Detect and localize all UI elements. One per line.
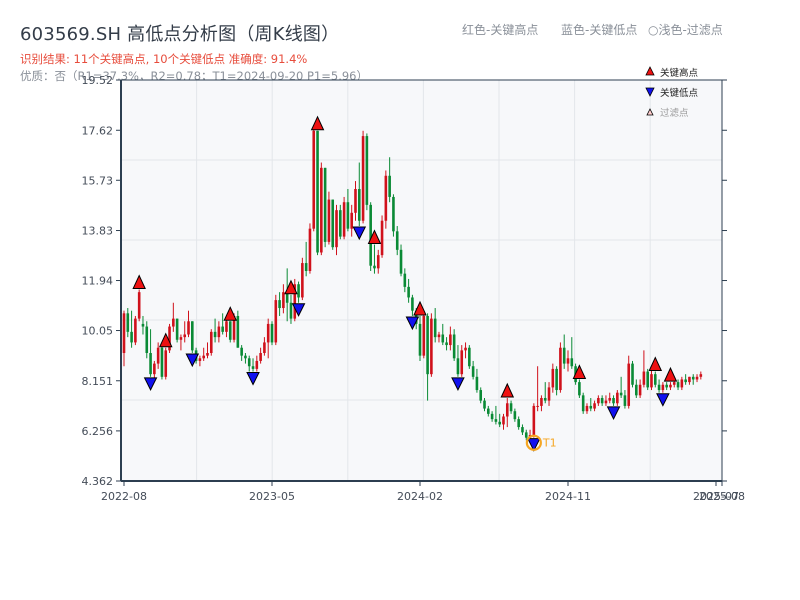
grid-lines [121,80,722,481]
svg-text:6.256: 6.256 [82,425,114,438]
svg-text:关键低点: 关键低点 [660,87,699,99]
chart-title: 603569.SH 高低点分析图（周K线图） [20,24,340,45]
svg-text:8.151: 8.151 [82,375,114,388]
svg-text:11.94: 11.94 [82,275,114,288]
candles [122,125,703,441]
svg-text:2025-07: 2025-07 [693,490,739,503]
svg-text:17.62: 17.62 [82,124,114,137]
key-point-markers [132,115,678,452]
color-legend-high: 红色-关键高点 [462,23,539,37]
svg-text:2023-05: 2023-05 [249,490,295,503]
svg-text:T1: T1 [542,437,557,450]
svg-text:10.05: 10.05 [82,325,114,338]
svg-text:过滤点: 过滤点 [660,107,689,119]
color-legend-filtered: ○浅色-过滤点 [648,23,723,37]
t1-annotation: T1 [525,434,557,451]
plot-area [121,80,722,481]
axes: 4.362 6.256 8.151 10.05 11.94 13.83 15.73 17.62… [82,74,745,503]
svg-text:4.362: 4.362 [82,475,114,488]
svg-text:19.52: 19.52 [82,74,114,87]
svg-text:2025-08: 2025-08 [699,490,745,503]
recognition-result: 识别结果: 11个关键高点, 10个关键低点 准确度: 91.4% [20,52,308,66]
svg-text:2024-02: 2024-02 [397,490,443,503]
color-legend-low: 蓝色-关键低点 [561,23,638,37]
svg-text:关键高点: 关键高点 [660,67,699,79]
svg-text:13.83: 13.83 [82,225,114,238]
svg-text:2024-11: 2024-11 [545,490,591,503]
svg-text:15.73: 15.73 [82,174,114,187]
svg-text:2022-08: 2022-08 [101,490,147,503]
